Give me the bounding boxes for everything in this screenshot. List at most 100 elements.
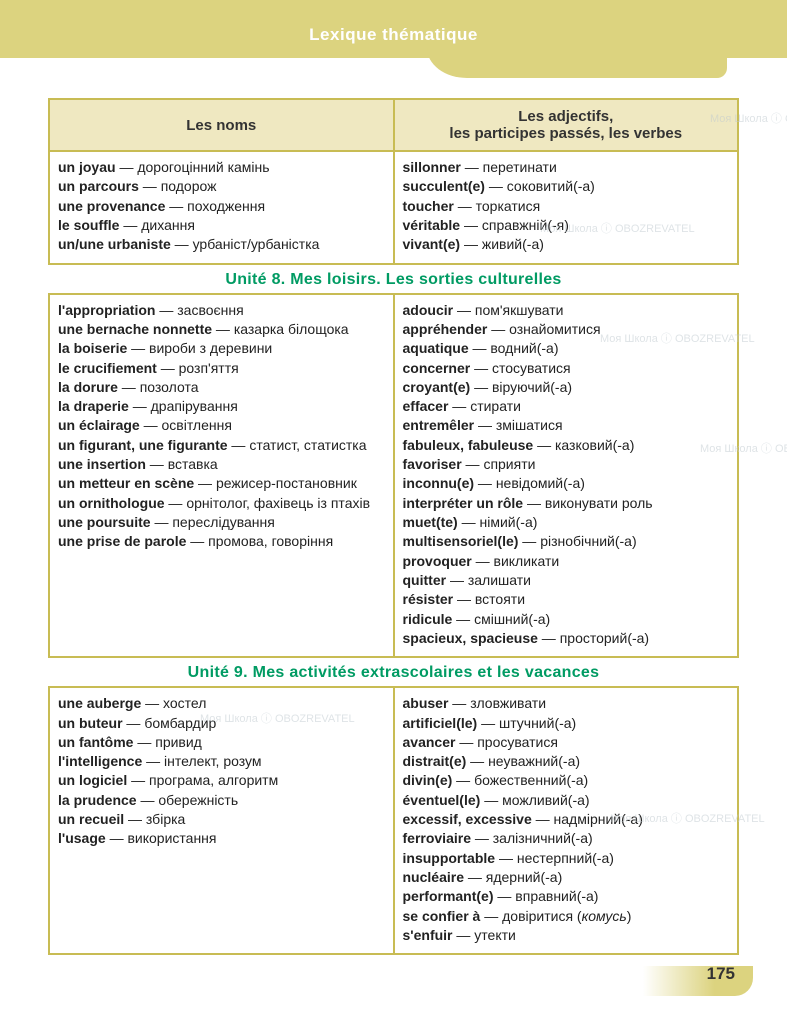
entry-uk: програма, алгоритм	[149, 772, 278, 788]
entry-dash: —	[139, 178, 161, 194]
vocab-entry: effacer — стирати	[403, 397, 730, 416]
entry-uk: просуватися	[477, 734, 558, 750]
entry-fr: abuser	[403, 695, 449, 711]
entry-uk: зловживати	[470, 695, 546, 711]
entry-uk: статист, статистка	[249, 437, 366, 453]
col-header-right: Les adjectifs, les participes passés, le…	[394, 99, 739, 151]
entry-dash: —	[461, 159, 483, 175]
unit9-left-cell: une auberge — хостелun buteur — бомбарди…	[49, 687, 394, 954]
vocab-entry: insupportable — нестерпний(-а)	[403, 849, 730, 868]
entry-fr: un ornithologue	[58, 495, 165, 511]
entry-uk: вставка	[168, 456, 218, 472]
unit8-title: Unité 8. Mes loisirs. Les sorties cultur…	[48, 271, 739, 289]
entry-dash: —	[165, 495, 187, 511]
vocab-entry: aquatique — водний(-а)	[403, 339, 730, 358]
entry-dash: —	[118, 379, 140, 395]
entry-dash: —	[460, 217, 482, 233]
vocab-entry: le souffle — дихання	[58, 216, 385, 235]
entry-uk: торкатися	[476, 198, 541, 214]
entry-uk: казковий(-а)	[555, 437, 634, 453]
entry-dash: —	[446, 572, 468, 588]
entry-fr: performant(e)	[403, 888, 494, 904]
entry-fr: une poursuite	[58, 514, 151, 530]
vocab-entry: un/une urbaniste — урбаніст/урбаністка	[58, 235, 385, 254]
entry-dash: —	[452, 611, 474, 627]
entry-fr: muet(te)	[403, 514, 458, 530]
entry-fr: la boiserie	[58, 340, 127, 356]
entry-fr: avancer	[403, 734, 456, 750]
entry-fr: sillonner	[403, 159, 461, 175]
vocab-entry: une auberge — хостел	[58, 694, 385, 713]
entry-dash: —	[453, 927, 475, 943]
entry-dash: —	[171, 236, 193, 252]
entry-fr: la draperie	[58, 398, 129, 414]
entry-uk: встояти	[475, 591, 525, 607]
entry-uk: невідомий(-а)	[496, 475, 585, 491]
vocab-entry: la prudence — обережність	[58, 791, 385, 810]
entry-uk: нестерпний(-а)	[517, 850, 614, 866]
entry-uk: промова, говоріння	[208, 533, 333, 549]
entry-fr: effacer	[403, 398, 449, 414]
entry-uk: живий(-а)	[482, 236, 544, 252]
entry-uk: дорогоцінний камінь	[137, 159, 269, 175]
entry-dash: —	[464, 869, 486, 885]
entry-dash: —	[212, 321, 234, 337]
entry-dash: —	[157, 360, 179, 376]
entry-uk: походження	[187, 198, 265, 214]
unit8-table: l'appropriation — засвоєнняune bernache …	[48, 293, 739, 659]
entry-dash: —	[477, 715, 499, 731]
entry-dash: —	[127, 772, 149, 788]
entry-dash: —	[127, 340, 149, 356]
entry-dash: —	[455, 734, 477, 750]
entry-uk: збірка	[146, 811, 185, 827]
entry-uk: стирати	[470, 398, 521, 414]
entry-fr: entremêler	[403, 417, 475, 433]
entry-fr: favoriser	[403, 456, 462, 472]
entry-dash: —	[228, 437, 250, 453]
entry-dash: —	[146, 456, 168, 472]
entry-dash: —	[133, 734, 155, 750]
unit8-right-cell: adoucir — пом'якшуватиappréhender — озна…	[394, 294, 739, 658]
entry-dash: —	[472, 553, 494, 569]
vocab-entry: un figurant, une figurante — статист, ст…	[58, 436, 385, 455]
entry-dash: —	[466, 753, 488, 769]
col-header-right-line2: les participes passés, les verbes	[449, 125, 682, 142]
entry-dash: —	[140, 417, 162, 433]
vocab-entry: un éclairage — освітлення	[58, 416, 385, 435]
vocab-entry: la dorure — позолота	[58, 378, 385, 397]
entry-fr: une prise de parole	[58, 533, 186, 549]
entry-uk: соковитий(-а)	[507, 178, 595, 194]
entry-fr: l'intelligence	[58, 753, 142, 769]
entry-dash: —	[453, 302, 475, 318]
vocab-entry: inconnu(e) — невідомий(-а)	[403, 474, 730, 493]
entry-fr: le crucifiement	[58, 360, 157, 376]
vocab-entry: distrait(e) — неуважний(-а)	[403, 752, 730, 771]
entry-fr: croyant(e)	[403, 379, 471, 395]
vocab-entry: véritable — справжній(-я)	[403, 216, 730, 235]
entry-dash: —	[129, 398, 151, 414]
entry-uk: смішний(-а)	[474, 611, 550, 627]
entry-fr: la prudence	[58, 792, 137, 808]
entry-fr: quitter	[403, 572, 447, 588]
unit9-title: Unité 9. Mes activités extrascolaires et…	[48, 664, 739, 682]
vocab-entry: la draperie — драпірування	[58, 397, 385, 416]
entry-fr: inconnu(e)	[403, 475, 475, 491]
vocab-entry: appréhender — ознайомитися	[403, 320, 730, 339]
entry-dash: —	[538, 630, 560, 646]
vocab-entry: se confier à — довіритися (комусь)	[403, 907, 730, 926]
entry-fr: adoucir	[403, 302, 454, 318]
vocab-entry: artificiel(le) — штучний(-а)	[403, 714, 730, 733]
entry-fr: multisensoriel(le)	[403, 533, 519, 549]
entry-uk: сприяти	[483, 456, 535, 472]
entry-fr: un recueil	[58, 811, 124, 827]
entry-dash: —	[470, 379, 492, 395]
entry-dash: —	[452, 772, 474, 788]
entry-fr: la dorure	[58, 379, 118, 395]
vocab-entry: excessif, excessive — надмірний(-а)	[403, 810, 730, 829]
section-top-row: un joyau — дорогоцінний каміньun parcour…	[49, 151, 738, 264]
entry-uk: неуважний(-а)	[488, 753, 580, 769]
entry-uk: ознайомитися	[509, 321, 600, 337]
entry-dash: —	[533, 437, 555, 453]
entry-fr: interpréter un rôle	[403, 495, 524, 511]
entry-uk: драпірування	[151, 398, 238, 414]
